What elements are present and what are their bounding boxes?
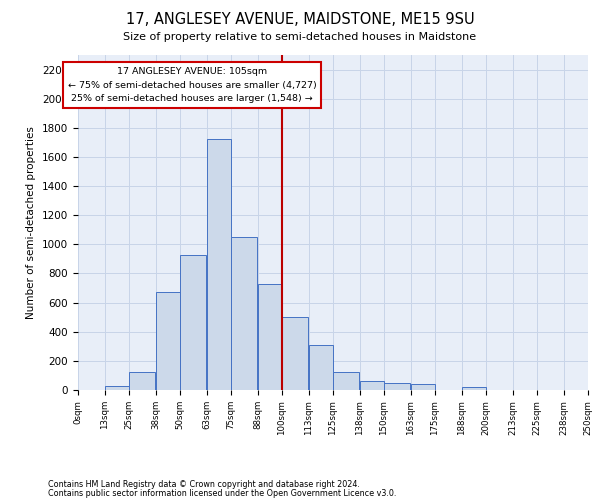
Text: Size of property relative to semi-detached houses in Maidstone: Size of property relative to semi-detach… — [124, 32, 476, 42]
Bar — [156, 292, 179, 390]
Bar — [258, 284, 281, 390]
Bar — [181, 256, 206, 390]
Text: 17 ANGLESEY AVENUE: 105sqm
← 75% of semi-detached houses are smaller (4,727)
25%: 17 ANGLESEY AVENUE: 105sqm ← 75% of semi… — [68, 66, 317, 104]
Bar — [411, 384, 434, 390]
Y-axis label: Number of semi-detached properties: Number of semi-detached properties — [26, 126, 37, 319]
Bar — [309, 345, 332, 390]
Text: 17, ANGLESEY AVENUE, MAIDSTONE, ME15 9SU: 17, ANGLESEY AVENUE, MAIDSTONE, ME15 9SU — [125, 12, 475, 26]
Bar — [360, 380, 383, 390]
Text: Contains HM Land Registry data © Crown copyright and database right 2024.: Contains HM Land Registry data © Crown c… — [48, 480, 360, 489]
Bar — [385, 382, 410, 390]
Bar — [283, 317, 308, 390]
Bar — [105, 386, 128, 390]
Bar — [130, 372, 155, 390]
Bar — [334, 372, 359, 390]
Bar — [207, 138, 230, 390]
Text: Contains public sector information licensed under the Open Government Licence v3: Contains public sector information licen… — [48, 488, 397, 498]
Bar — [232, 237, 257, 390]
Bar — [462, 387, 485, 390]
